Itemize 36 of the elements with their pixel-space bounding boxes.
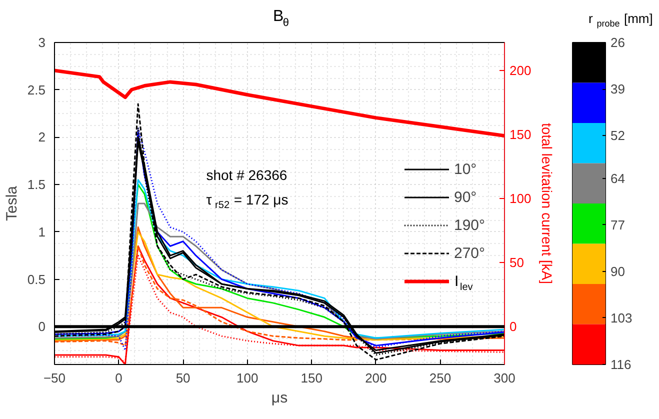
y2-axis-title: total levitation current [kA] [539, 122, 556, 284]
y-tick-label: 3 [38, 35, 46, 50]
x-tick-label: 150 [300, 370, 322, 386]
y2-tick-label: 50 [510, 255, 524, 270]
x-tick-label: 200 [365, 370, 387, 386]
color-bar-label: 64 [610, 170, 625, 186]
x-tick-label: 50 [176, 370, 190, 386]
annotation: shot # 26366 [206, 167, 288, 184]
x-tick-label: −50 [43, 370, 66, 386]
y-tick-label: 2 [38, 130, 46, 145]
x-tick-label: 250 [429, 370, 452, 386]
color-bar-label: 39 [610, 82, 625, 97]
color-bar-label: 26 [610, 35, 625, 50]
y-tick-label: 0.5 [27, 272, 46, 287]
y-tick-label: 0 [38, 319, 46, 334]
y2-tick-label: 100 [510, 191, 532, 206]
y-tick-label: 1.5 [27, 177, 46, 192]
y-tick-label: 1 [38, 224, 46, 240]
color-bar-label: 52 [610, 128, 625, 144]
color-bar-label: 77 [610, 217, 625, 232]
color-bar-label: 103 [610, 310, 632, 326]
legend-label: 10° [454, 160, 477, 179]
color-bar-label: 90 [610, 264, 625, 279]
y-tick-label: 2.5 [27, 82, 46, 98]
color-bar-label: 116 [610, 357, 632, 372]
x-tick-label: 0 [115, 370, 122, 386]
x-tick-label: 300 [494, 370, 516, 386]
y2-tick-label: 0 [510, 319, 517, 334]
legend-label: 270° [454, 244, 486, 263]
y2-tick-label: 200 [510, 62, 532, 78]
legend-label: 90° [454, 188, 477, 207]
x-axis-title: μs [271, 390, 288, 406]
x-tick-label: 100 [236, 370, 258, 386]
y-axis-title: Tesla [3, 185, 20, 222]
y2-tick-label: 150 [510, 126, 532, 142]
legend-label: 190° [454, 216, 486, 235]
